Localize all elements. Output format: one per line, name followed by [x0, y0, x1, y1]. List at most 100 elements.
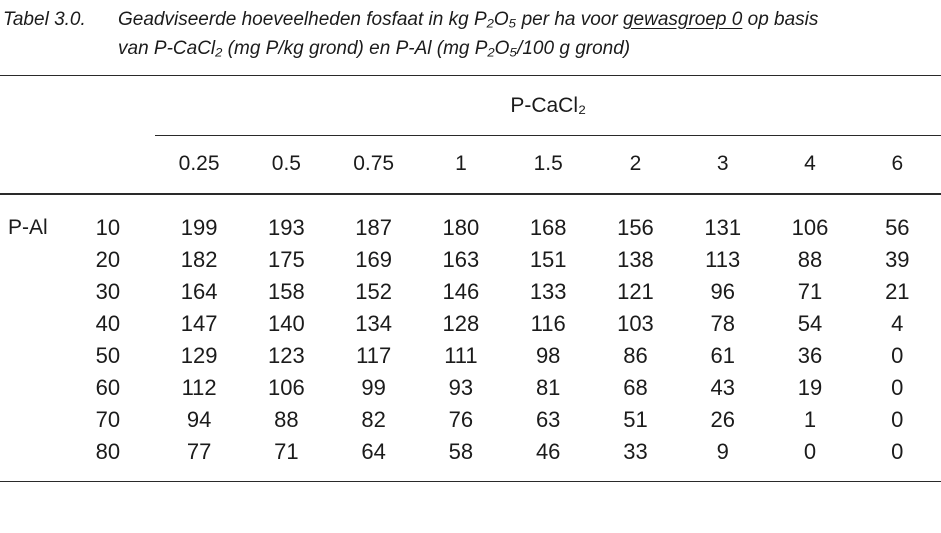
value-cell: 78 [710, 310, 735, 336]
value-cell: 164 [180, 278, 218, 304]
value-cell: 151 [529, 246, 567, 272]
value-cell: 33 [623, 438, 648, 464]
value-cell: 98 [535, 342, 561, 368]
value-cell: 93 [448, 374, 474, 400]
value-cell: 169 [355, 246, 392, 272]
table-body: P-Al 10 199 193 187 180 168 156 131 106 56 20 182 175… [0, 194, 941, 482]
value-cell: 182 [180, 246, 218, 272]
value-cell: 96 [710, 278, 735, 304]
value-cell: 138 [617, 246, 654, 272]
value-cell: 147 [180, 310, 218, 336]
caption-line-2: van P-CaCl₂ (mg P/kg grond) en P-Al (mg … [118, 38, 631, 60]
table-row: 70 94 88 82 76 63 51 26 1 0 [0, 404, 941, 436]
column-header: 2 [591, 135, 680, 195]
row-group-header-cell [0, 436, 60, 482]
table-row: 60 112 106 99 93 81 68 43 19 0 [0, 372, 941, 404]
value-cell: 134 [355, 310, 392, 336]
value-cell: 103 [617, 310, 654, 336]
value-cell: 88 [797, 246, 823, 272]
value-cell: 36 [797, 342, 823, 368]
empty-cell [0, 135, 61, 195]
column-group-header: P-CaCl₂ [155, 75, 941, 136]
caption-line1-pre: Geadviseerde hoeveelheden fosfaat in kg … [118, 9, 623, 30]
value-cell: 111 [444, 342, 478, 368]
fertilizer-advice-table: P-CaCl₂ 0.25 0.5 0.75 1 1.5 2 3 4 6 P-Al 10 199 193… [0, 75, 941, 482]
row-key: 20 [95, 246, 121, 272]
value-cell: 86 [623, 342, 648, 368]
value-cell: 131 [704, 214, 742, 240]
value-cell: 133 [529, 278, 567, 304]
row-key: 30 [95, 278, 121, 304]
value-cell: 116 [530, 310, 566, 336]
row-group-header-cell [0, 340, 60, 372]
value-cell: 76 [448, 406, 474, 432]
value-cell: 54 [797, 310, 823, 336]
value-cell: 168 [529, 214, 567, 240]
row-key: 50 [95, 342, 121, 368]
table-caption-number: Tabel 3.0. [3, 9, 86, 30]
caption-line1-post: op basis [742, 9, 819, 30]
row-group-header-cell [0, 244, 60, 276]
column-headers-row: 0.25 0.5 0.75 1 1.5 2 3 4 6 [0, 135, 941, 195]
empty-cell [0, 76, 60, 136]
value-cell: 193 [268, 214, 305, 240]
value-cell: 99 [361, 374, 386, 400]
row-key: 10 [95, 214, 121, 240]
value-cell: 113 [705, 246, 741, 272]
value-cell: 112 [181, 374, 217, 400]
column-header: 0.75 [330, 135, 418, 195]
value-cell: 106 [791, 214, 829, 240]
column-group-header-row: P-CaCl₂ [0, 75, 941, 136]
value-cell: 68 [623, 374, 648, 400]
table-row: 80 77 71 64 58 46 33 9 0 0 [0, 436, 941, 482]
value-cell: 163 [442, 246, 480, 272]
value-cell: 26 [710, 406, 735, 432]
row-key: 80 [95, 438, 121, 464]
value-cell: 121 [617, 278, 654, 304]
value-cell: 1 [803, 406, 817, 432]
caption-line1-underlined: gewasgroep 0 [622, 9, 743, 30]
column-header: 3 [679, 135, 767, 195]
row-key: 60 [95, 374, 121, 400]
value-cell: 94 [186, 406, 212, 432]
value-cell: 146 [442, 278, 480, 304]
value-cell: 106 [268, 374, 305, 400]
value-cell: 51 [623, 406, 648, 432]
value-cell: 180 [442, 214, 480, 240]
value-cell: 0 [891, 374, 904, 400]
row-group-header-cell [0, 276, 60, 308]
value-cell: 156 [617, 214, 654, 240]
value-cell: 81 [535, 374, 561, 400]
value-cell: 187 [355, 214, 392, 240]
value-cell: 71 [274, 438, 299, 464]
value-cell: 46 [535, 438, 561, 464]
value-cell: 0 [891, 438, 904, 464]
value-cell: 175 [268, 246, 305, 272]
value-cell: 88 [274, 406, 299, 432]
value-cell: 9 [716, 438, 729, 464]
table-caption-text: Geadviseerde hoeveelheden fosfaat in kg … [118, 5, 918, 64]
value-cell: 56 [885, 214, 910, 240]
value-cell: 0 [891, 342, 904, 368]
value-cell: 158 [268, 278, 305, 304]
value-cell: 123 [268, 342, 305, 368]
table-caption: Tabel 3.0. Geadviseerde hoeveelheden fos… [0, 0, 941, 75]
value-cell: 71 [797, 278, 823, 304]
value-cell: 21 [885, 278, 910, 304]
value-cell: 82 [361, 406, 386, 432]
value-cell: 117 [356, 342, 392, 368]
table-row: P-Al 10 199 193 187 180 168 156 131 106 56 [0, 194, 941, 244]
empty-cell [60, 76, 155, 136]
table-row: 50 129 123 117 111 98 86 61 36 0 [0, 340, 941, 372]
value-cell: 39 [885, 246, 910, 272]
value-cell: 77 [186, 438, 212, 464]
value-cell: 140 [268, 310, 305, 336]
column-header: 0.25 [155, 135, 243, 195]
value-cell: 58 [448, 438, 474, 464]
value-cell: 0 [891, 406, 904, 432]
value-cell: 4 [891, 310, 904, 336]
column-header: 0.5 [242, 135, 331, 195]
table-row: 40 147 140 134 128 116 103 78 54 4 [0, 308, 941, 340]
value-cell: 152 [355, 278, 392, 304]
